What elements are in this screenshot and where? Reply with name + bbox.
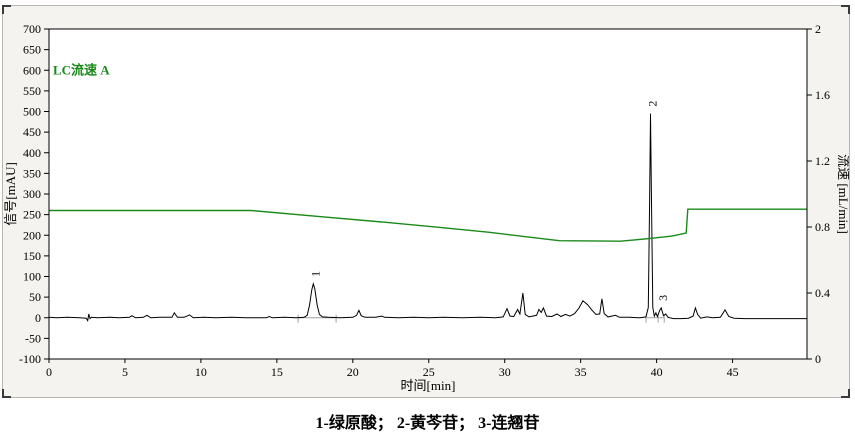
y-left-tick-label: 600 (23, 63, 41, 77)
x-tick-label: 0 (46, 365, 52, 379)
y-left-tick-label: 100 (23, 270, 41, 284)
x-tick-label: 35 (575, 365, 587, 379)
flow-legend-label: LC流速 A (53, 62, 110, 77)
peak-label-1: 1 (308, 271, 322, 277)
y-left-tick-label: 300 (23, 187, 41, 201)
y-left-tick-label: 350 (23, 166, 41, 180)
compound-caption: 1-绿原酸； 2-黄芩苷； 3-连翘苷 (315, 415, 540, 432)
y-right-tick-label: 1.6 (815, 88, 830, 102)
y-left-tick-label: 250 (23, 208, 41, 222)
y-left-tick-label: 50 (29, 290, 41, 304)
y-left-tick-label: 450 (23, 125, 41, 139)
x-tick-label: 30 (499, 365, 511, 379)
y-left-tick-label: 700 (23, 22, 41, 36)
y-right-tick-label: 0.8 (815, 220, 830, 234)
panel-corner-mark (2, 389, 11, 398)
x-tick-label: 5 (122, 365, 128, 379)
y-left-tick-label: -100 (19, 352, 41, 366)
panel-corner-mark (2, 5, 11, 14)
y-left-tick-label: 650 (23, 43, 41, 57)
y-left-tick-label: 0 (35, 311, 41, 325)
panel-corner-mark (841, 389, 850, 398)
chromatogram-chart: 7006506005505004504003503002502001501005… (3, 22, 851, 393)
x-tick-label: 45 (727, 365, 739, 379)
y-right-axis-title: 流速 [mL/min] (836, 154, 849, 234)
y-left-tick-label: 550 (23, 84, 41, 98)
panel-corner-mark (841, 5, 850, 14)
y-right-tick-label: 1.2 (815, 154, 830, 168)
y-right-tick-label: 0 (815, 352, 821, 366)
y-left-tick-label: 200 (23, 228, 41, 242)
y-left-axis-title: 信号[mAU] (3, 162, 18, 226)
x-tick-label: 20 (347, 365, 359, 379)
x-tick-label: 25 (423, 365, 435, 379)
plot-frame (48, 28, 808, 360)
plot-area (49, 29, 807, 359)
x-tick-label: 10 (195, 365, 207, 379)
x-axis-title: 时间[min] (401, 378, 456, 393)
x-tick-label: 15 (271, 365, 283, 379)
y-right-tick-label: 0.4 (815, 286, 830, 300)
signal-trace (48, 113, 807, 322)
y-left-tick-label: -50 (25, 331, 41, 345)
peak-label-3: 3 (656, 295, 670, 301)
y-right-tick-label: 2 (815, 22, 821, 36)
y-left-tick-label: 500 (23, 105, 41, 119)
flow-rate-line (49, 208, 807, 242)
chart-panel: 700 650 600 550 500 450 400 350 300 250 200 150 100 5… (2, 5, 851, 398)
y-left-tick-label: 150 (23, 249, 41, 263)
x-tick-label: 40 (651, 365, 663, 379)
peak-label-2: 2 (646, 101, 660, 107)
y-left-tick-label: 400 (23, 146, 41, 160)
